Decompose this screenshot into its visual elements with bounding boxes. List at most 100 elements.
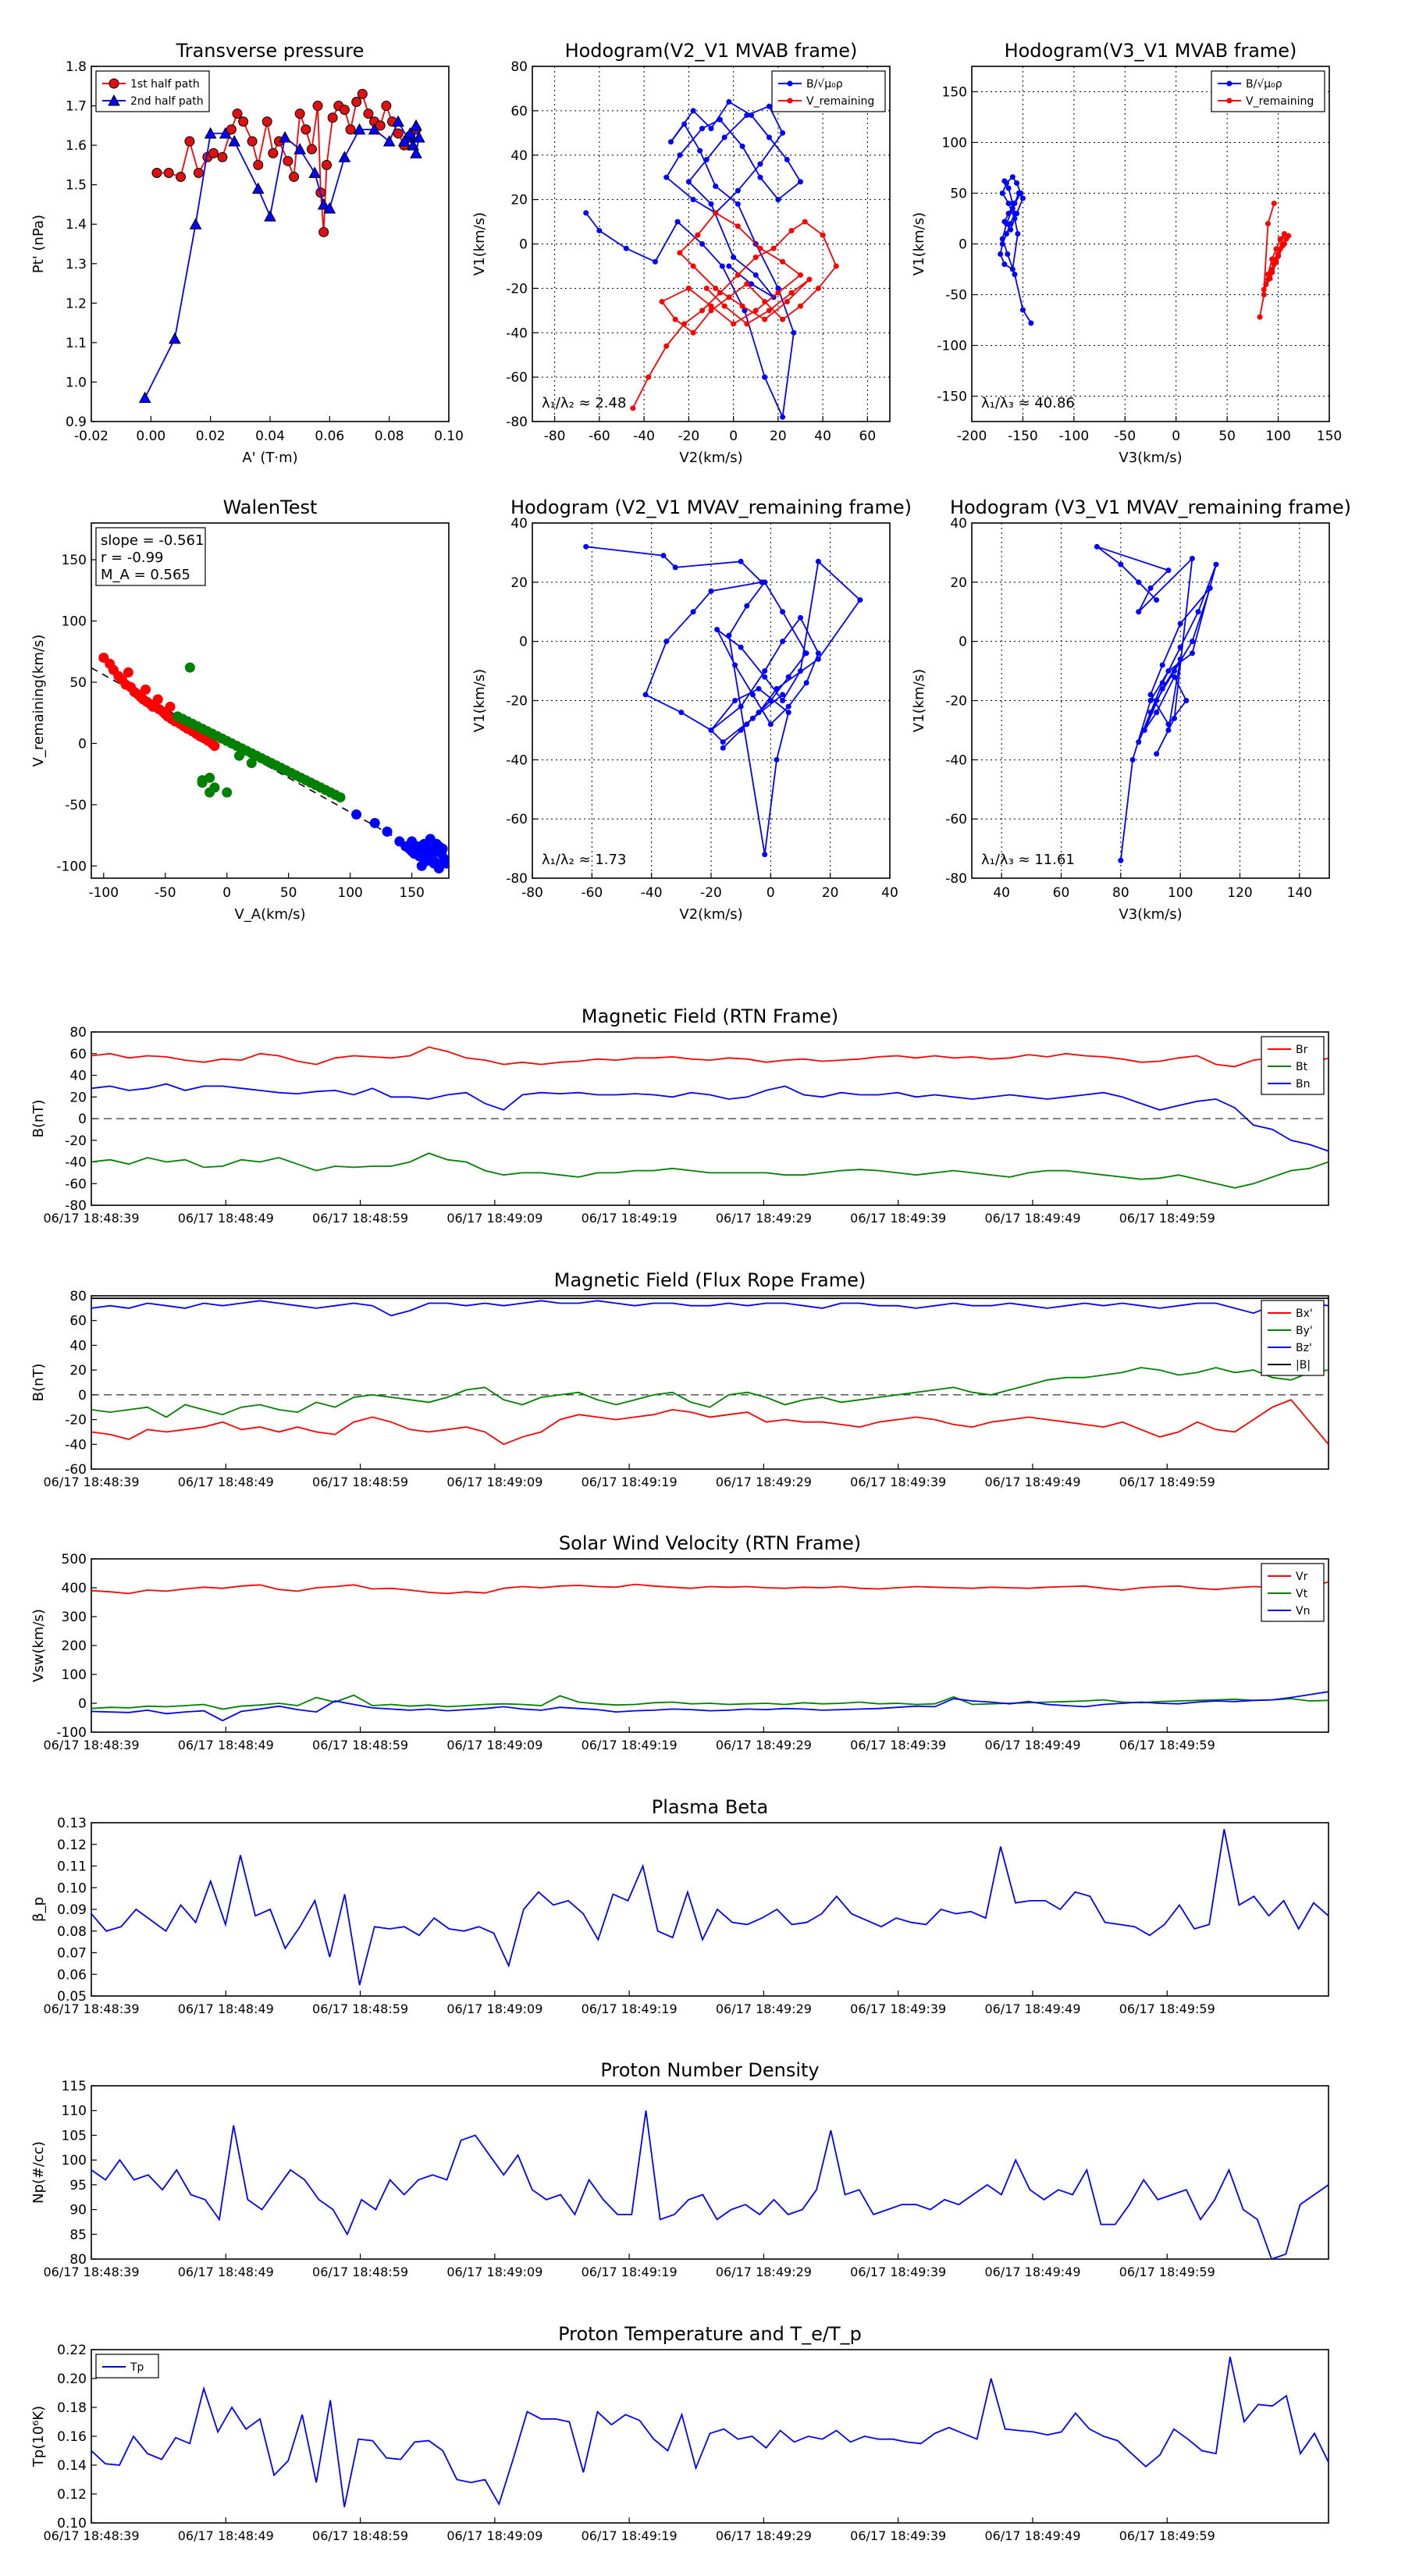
x-tick-label: 06/17 18:49:39 — [850, 2528, 946, 2543]
y-tick-label: 0.18 — [57, 2400, 87, 2416]
y-tick-label: 400 — [62, 1581, 87, 1596]
y-tick-label: 0.12 — [57, 2487, 87, 2503]
data-point — [1136, 579, 1142, 585]
x-tick-label: -20 — [700, 885, 722, 901]
data-point — [1012, 201, 1018, 206]
data-point — [756, 710, 762, 716]
data-point — [1028, 320, 1034, 326]
data-point — [774, 756, 780, 763]
plot-frame — [91, 1822, 1329, 1997]
data-point — [318, 226, 329, 237]
data-point — [999, 190, 1005, 196]
data-point — [1172, 674, 1178, 680]
data-point — [780, 130, 786, 136]
legend: Br Bt Bn — [1261, 1036, 1325, 1095]
y-tick-label: 80 — [69, 1025, 87, 1041]
data-point — [1177, 656, 1183, 662]
plot-area — [91, 1829, 1329, 1986]
y-tick-label: 0.07 — [57, 1946, 87, 1962]
data-point — [672, 564, 678, 571]
data-point — [205, 787, 215, 798]
legend-label: Vt — [1296, 1588, 1308, 1600]
data-point — [1154, 597, 1160, 603]
x-tick-label: 06/17 18:48:49 — [178, 1738, 274, 1752]
data-point — [720, 739, 726, 745]
x-tick-label: -100 — [88, 885, 119, 901]
y-tick-label: 0.10 — [57, 2516, 87, 2532]
x-tick-label: 06/17 18:48:59 — [312, 2265, 408, 2279]
data-point — [283, 155, 293, 166]
data-point — [439, 856, 449, 866]
y-axis-label: V_remaining(km/s) — [30, 635, 47, 767]
x-tick-label: 06/17 18:48:39 — [43, 1738, 139, 1752]
x-tick-label: 06/17 18:49:09 — [446, 2528, 542, 2543]
x-tick-label: 06/17 18:48:59 — [312, 1738, 408, 1752]
series-line-V — [585, 546, 861, 855]
chart-title: Hodogram(V3_V1 MVAB frame) — [1005, 40, 1297, 62]
data-point — [369, 817, 380, 828]
y-tick-label: 1.6 — [66, 138, 87, 154]
data-point — [713, 210, 719, 216]
data-point — [798, 272, 803, 278]
data-point — [1263, 282, 1269, 287]
series-line-Vr — [91, 1581, 1329, 1595]
x-tick-label: 100 — [1265, 429, 1290, 444]
x-axis-label: V2(km/s) — [679, 450, 742, 466]
data-point — [717, 290, 723, 296]
data-point — [1154, 710, 1160, 716]
data-point — [762, 316, 768, 322]
legend-label: B/√μ₀ρ — [806, 78, 843, 91]
y-tick-label: -150 — [937, 390, 967, 405]
data-point — [663, 639, 670, 645]
data-point — [1269, 269, 1275, 276]
plot-area — [91, 2110, 1329, 2259]
data-point — [699, 126, 706, 132]
y-tick-label: 20 — [510, 193, 528, 208]
data-point — [757, 161, 763, 167]
y-tick-label: 100 — [942, 136, 967, 151]
data-point — [1009, 174, 1016, 180]
data-point — [410, 119, 422, 131]
data-point — [1261, 292, 1267, 297]
data-point — [681, 121, 688, 127]
data-point — [775, 285, 781, 291]
data-point — [392, 115, 404, 127]
x-tick-label: 06/17 18:49:19 — [582, 2528, 678, 2543]
data-point — [1275, 253, 1282, 259]
x-tick-label: -50 — [1114, 429, 1136, 444]
x-tick-label: 80 — [1112, 885, 1129, 901]
x-tick-label: 50 — [1218, 429, 1236, 444]
y-tick-label: 110 — [62, 2104, 87, 2119]
data-point — [699, 241, 706, 247]
chart-transverse-pressure: Transverse pressure A' (T·m) Pt' (nPa) 0.9 1… — [30, 40, 464, 466]
y-tick-label: 50 — [950, 187, 967, 202]
data-point — [749, 715, 756, 721]
data-point — [138, 391, 151, 404]
y-tick-label: -80 — [506, 871, 528, 887]
data-point — [1094, 543, 1100, 550]
data-point — [815, 650, 821, 656]
legend-label: Br — [1296, 1044, 1308, 1056]
data-point — [1207, 585, 1213, 591]
plot-area — [91, 1046, 1329, 1189]
data-point — [735, 187, 741, 194]
y-axis-label: B(nT) — [30, 1100, 47, 1138]
data-point — [583, 543, 589, 550]
data-point — [623, 245, 629, 251]
x-tick-label: 06/17 18:48:49 — [178, 1211, 274, 1226]
x-tick-label: 06/17 18:49:39 — [850, 1738, 946, 1752]
data-point — [1159, 680, 1165, 686]
data-point — [1019, 307, 1026, 313]
data-point — [738, 558, 744, 564]
y-tick-label: -100 — [56, 859, 87, 874]
y-tick-label: 40 — [510, 516, 528, 532]
data-point — [762, 298, 768, 304]
plot-frame — [971, 522, 1330, 879]
data-point — [184, 136, 195, 147]
data-point — [762, 852, 768, 858]
y-tick-label: 0.09 — [57, 1902, 87, 1918]
data-point — [742, 308, 748, 314]
plot-area — [91, 1581, 1329, 1722]
plot-area — [91, 2357, 1329, 2507]
